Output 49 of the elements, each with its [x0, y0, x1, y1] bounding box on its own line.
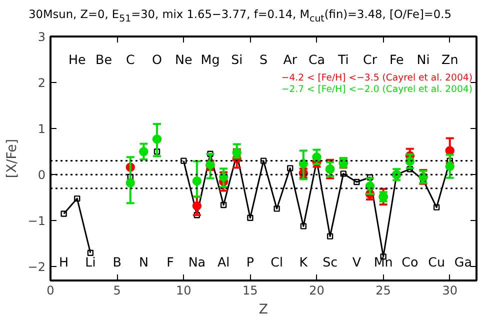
y-tick-label: 2 — [38, 76, 46, 90]
annotation: Sc — [322, 254, 338, 270]
x-axis-title: Z — [258, 302, 268, 318]
annotation: Li — [85, 254, 96, 270]
annotation: Mg — [200, 52, 220, 68]
annotation: Ca — [308, 52, 326, 68]
annotation: Ar — [283, 52, 298, 68]
annotation: Fe — [389, 52, 404, 68]
annotation: V — [352, 254, 362, 270]
y-axis-title: [X/Fe] — [4, 138, 20, 178]
annotation: Mn — [374, 254, 393, 270]
annotation: B — [112, 254, 122, 270]
text: −4.2 < [Fe/H] <−3.5 (Cayrel et al. 2004) — [281, 72, 473, 84]
y-tick-label: −2 — [28, 260, 46, 274]
annotation: Al — [217, 254, 230, 270]
annotation: O — [152, 52, 162, 68]
annotation: H — [59, 254, 69, 270]
text: −2.7 < [Fe/H] <−2.0 (Cayrel et al. 2004) — [281, 84, 473, 95]
annotation: Co — [402, 254, 418, 270]
y-tick-label: 0 — [38, 168, 46, 182]
annotation: F — [166, 254, 174, 270]
x-tick-label: 25 — [376, 284, 391, 298]
annotation: Ni — [416, 52, 430, 68]
annotation: Ne — [175, 52, 192, 68]
annotation: Zn — [442, 52, 458, 68]
x-tick-label: 15 — [242, 284, 258, 298]
annotation: He — [68, 52, 86, 68]
annotation: Cr — [362, 52, 378, 68]
x-tick-label: 20 — [309, 284, 324, 298]
annotation: P — [246, 254, 254, 270]
annotation: Na — [188, 254, 206, 270]
annotation: Ga — [454, 254, 472, 270]
annotation: N — [138, 254, 148, 270]
chart-title: 30Msun, Z=0, E$_{51}$=30, mix 1.65−3.77, f=0.14, M$_{cut}$(fin)=3.48, [O/Fe]=0.5 — [28, 6, 452, 26]
annotation: Cl — [270, 254, 283, 270]
annotation: Si — [231, 52, 243, 68]
x-tick-label: 30 — [442, 284, 458, 298]
x-tick-label: 5 — [113, 284, 121, 298]
x-tick-label: 0 — [46, 284, 54, 298]
annotation: Ti — [336, 52, 349, 68]
x-tick-label: 10 — [176, 284, 192, 298]
y-tick-label: 1 — [38, 122, 46, 136]
y-tick-label: −1 — [28, 214, 46, 228]
annotation: S — [259, 52, 268, 68]
annotation: Be — [96, 52, 112, 68]
annotation: Cu — [428, 254, 445, 270]
y-tick-label: 3 — [38, 30, 46, 44]
annotation: K — [299, 254, 308, 270]
annotation: C — [126, 52, 135, 68]
